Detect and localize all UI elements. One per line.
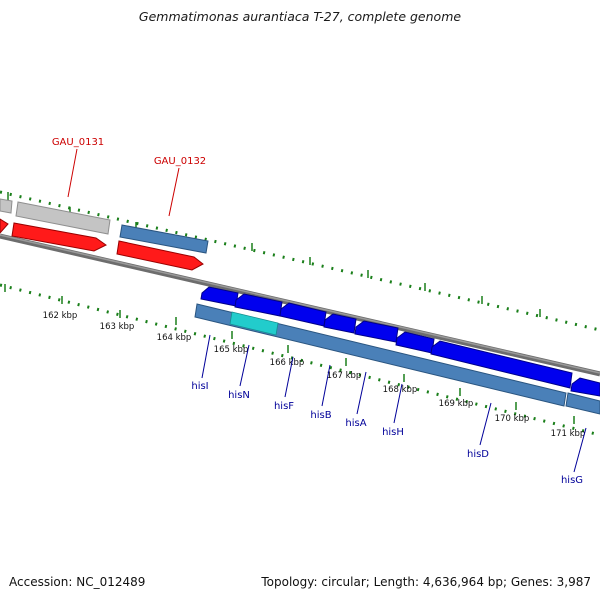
gene-arrow-hisA: [354, 320, 399, 343]
kbp-label: 163 kbp: [100, 322, 135, 332]
his-gene-labels: hisI hisN hisF hisB hisA hisH hisD hisG: [191, 334, 587, 486]
kbp-label: 169 kbp: [439, 399, 474, 409]
kbp-label: 171 kbp: [551, 429, 586, 439]
gene-arrow-GAU_0132: [116, 240, 204, 271]
upper-grey-genes: [0, 198, 111, 235]
gene-arrow-hisG: [570, 377, 600, 397]
gene-label-hisN: hisN: [228, 390, 250, 401]
upper-cds-bar: [119, 224, 209, 254]
gene-label-GAU_0132: GAU_0132: [154, 156, 206, 167]
lower-cds-bar: [194, 303, 600, 415]
his-gene-arrows: [200, 286, 600, 397]
kbp-label: 162 kbp: [43, 311, 78, 321]
accession-text: Accession: NC_012489: [9, 575, 146, 589]
gene-arrow-hisD: [430, 340, 573, 389]
upper-gene-labels: GAU_0131 GAU_0132: [52, 137, 206, 217]
kbp-label: 164 kbp: [157, 333, 192, 343]
gene-label-hisI: hisI: [191, 381, 208, 392]
kbp-label: 165 kbp: [214, 345, 249, 355]
kbp-label: 168 kbp: [383, 385, 418, 395]
kbp-scale-labels: 162 kbp 163 kbp 164 kbp 165 kbp 166 kbp …: [43, 311, 586, 439]
gene-arrow-hisB: [323, 313, 357, 334]
gene-label-hisH: hisH: [382, 427, 404, 438]
gene-label-hisG: hisG: [561, 475, 583, 486]
gene-label-hisB: hisB: [310, 410, 331, 421]
genome-summary-text: Topology: circular; Length: 4,636,964 bp…: [261, 575, 591, 589]
kbp-label: 170 kbp: [495, 414, 530, 424]
lower-tick-track: [0, 283, 600, 437]
genome-backbone: [0, 233, 600, 377]
map-title: Gemmatimonas aurantiaca T-27, complete g…: [138, 9, 462, 24]
kbp-label: 166 kbp: [270, 358, 305, 368]
kbp-label: 167 kbp: [327, 371, 362, 381]
gene-arrow-GAU_0131: [11, 222, 107, 252]
gene-label-hisF: hisF: [274, 401, 294, 412]
gene-label-GAU_0131: GAU_0131: [52, 137, 104, 148]
upper-red-genes: [0, 218, 204, 271]
gene-label-hisA: hisA: [345, 418, 366, 429]
gene-arrow-hisF: [279, 302, 327, 327]
gene-label-hisD: hisD: [467, 449, 489, 460]
